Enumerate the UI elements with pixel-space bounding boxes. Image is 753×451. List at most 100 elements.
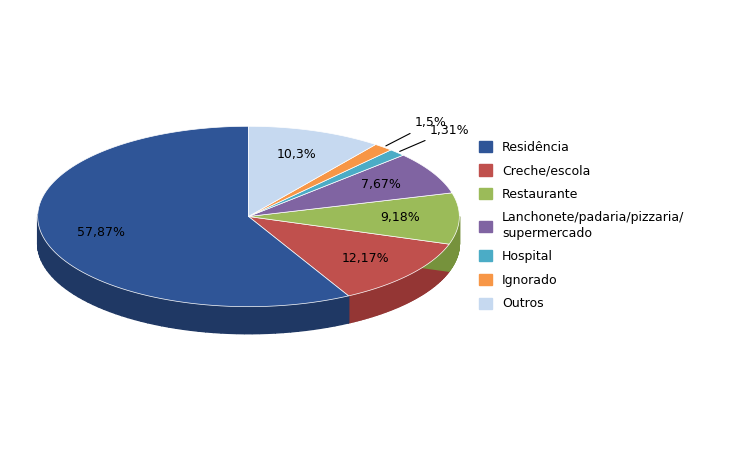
Polygon shape xyxy=(422,267,424,295)
Polygon shape xyxy=(38,224,39,254)
Polygon shape xyxy=(429,262,430,290)
Polygon shape xyxy=(364,292,365,319)
Polygon shape xyxy=(395,281,397,308)
Polygon shape xyxy=(410,274,411,302)
Polygon shape xyxy=(430,262,431,290)
Polygon shape xyxy=(248,126,376,216)
Polygon shape xyxy=(369,290,370,318)
Polygon shape xyxy=(368,290,369,318)
Polygon shape xyxy=(379,287,380,314)
Polygon shape xyxy=(416,271,417,298)
Polygon shape xyxy=(409,275,410,302)
Polygon shape xyxy=(361,292,363,320)
Polygon shape xyxy=(88,275,93,304)
Polygon shape xyxy=(418,270,419,297)
Polygon shape xyxy=(415,271,416,299)
Polygon shape xyxy=(47,244,50,274)
Polygon shape xyxy=(414,272,415,299)
Polygon shape xyxy=(260,306,267,334)
Polygon shape xyxy=(373,289,374,316)
Text: 57,87%: 57,87% xyxy=(78,226,125,239)
Text: 9,18%: 9,18% xyxy=(380,212,420,225)
Polygon shape xyxy=(374,288,376,316)
Polygon shape xyxy=(399,279,401,307)
Polygon shape xyxy=(43,237,45,267)
Polygon shape xyxy=(342,296,349,324)
Polygon shape xyxy=(66,262,70,291)
Polygon shape xyxy=(408,275,409,303)
Polygon shape xyxy=(381,286,383,314)
Polygon shape xyxy=(53,249,55,280)
Polygon shape xyxy=(104,282,110,312)
Polygon shape xyxy=(306,302,313,331)
Polygon shape xyxy=(229,306,236,334)
Polygon shape xyxy=(74,267,78,297)
Polygon shape xyxy=(148,296,155,324)
Polygon shape xyxy=(70,264,74,294)
Polygon shape xyxy=(427,264,428,291)
Polygon shape xyxy=(365,291,367,319)
Polygon shape xyxy=(387,284,389,312)
Polygon shape xyxy=(41,234,43,264)
Polygon shape xyxy=(128,290,135,319)
Polygon shape xyxy=(244,307,252,334)
Polygon shape xyxy=(392,282,393,309)
Polygon shape xyxy=(397,280,398,308)
Polygon shape xyxy=(363,292,364,319)
Polygon shape xyxy=(191,303,198,331)
Polygon shape xyxy=(248,216,349,323)
Polygon shape xyxy=(385,285,386,313)
Polygon shape xyxy=(421,268,422,295)
Polygon shape xyxy=(93,277,99,307)
Polygon shape xyxy=(45,240,47,271)
Polygon shape xyxy=(426,264,427,292)
Polygon shape xyxy=(221,306,229,333)
Polygon shape xyxy=(40,230,41,261)
Polygon shape xyxy=(349,295,350,323)
Polygon shape xyxy=(420,268,421,296)
Polygon shape xyxy=(248,216,450,271)
Polygon shape xyxy=(350,295,352,322)
Polygon shape xyxy=(122,289,128,318)
Polygon shape xyxy=(406,276,407,304)
Polygon shape xyxy=(169,300,176,328)
Polygon shape xyxy=(135,292,142,321)
Polygon shape xyxy=(78,270,83,299)
Text: 1,5%: 1,5% xyxy=(386,116,447,146)
Polygon shape xyxy=(389,284,390,311)
Polygon shape xyxy=(116,286,122,316)
Polygon shape xyxy=(38,126,349,307)
Polygon shape xyxy=(383,285,385,313)
Polygon shape xyxy=(198,304,206,332)
Polygon shape xyxy=(313,301,320,329)
Polygon shape xyxy=(407,276,408,303)
Polygon shape xyxy=(252,307,260,334)
Polygon shape xyxy=(354,294,355,322)
Legend: Residência, Creche/escola, Restaurante, Lanchonete/padaria/pizzaria/
supermercad: Residência, Creche/escola, Restaurante, … xyxy=(473,134,691,317)
Polygon shape xyxy=(248,216,450,271)
Polygon shape xyxy=(248,144,391,216)
Polygon shape xyxy=(320,300,328,328)
Polygon shape xyxy=(276,305,283,333)
Polygon shape xyxy=(355,294,357,321)
Polygon shape xyxy=(357,294,358,321)
Polygon shape xyxy=(62,258,66,289)
Polygon shape xyxy=(411,273,412,301)
Polygon shape xyxy=(184,302,191,330)
Polygon shape xyxy=(176,301,184,329)
Polygon shape xyxy=(367,291,368,318)
Polygon shape xyxy=(404,276,406,304)
Polygon shape xyxy=(334,297,342,326)
Polygon shape xyxy=(55,253,59,283)
Polygon shape xyxy=(248,150,403,216)
Polygon shape xyxy=(352,295,353,322)
Polygon shape xyxy=(428,263,429,291)
Polygon shape xyxy=(434,258,435,286)
Polygon shape xyxy=(433,259,434,287)
Polygon shape xyxy=(83,272,88,302)
Polygon shape xyxy=(413,272,414,300)
Polygon shape xyxy=(162,299,169,327)
Polygon shape xyxy=(376,288,377,315)
Polygon shape xyxy=(298,304,306,331)
Polygon shape xyxy=(370,290,372,317)
